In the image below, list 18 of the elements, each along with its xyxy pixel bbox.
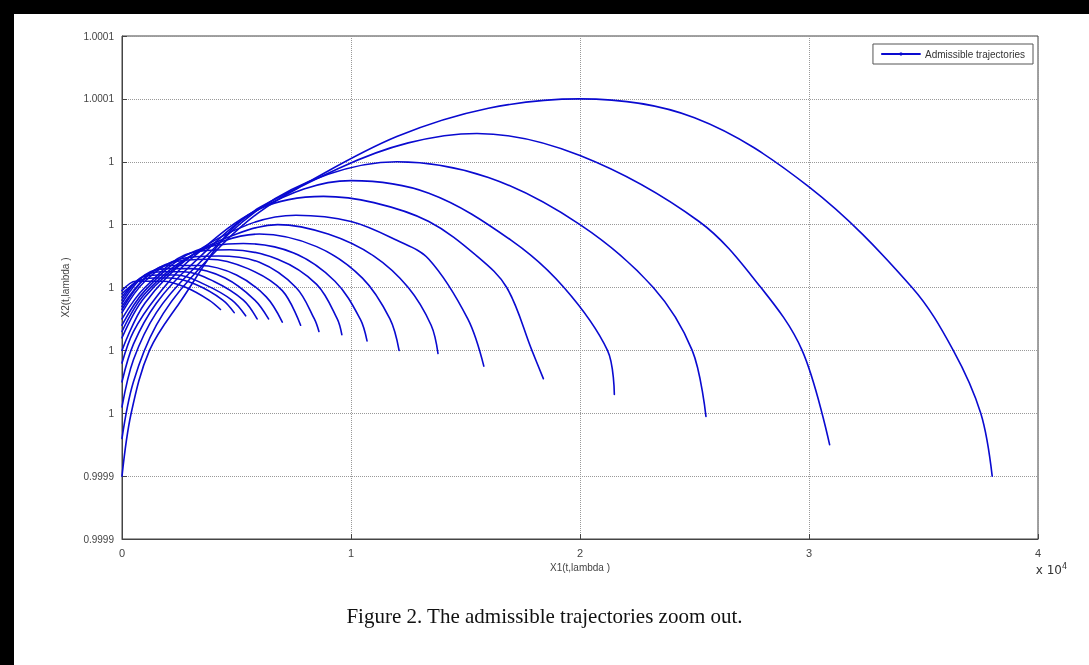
y-tick-label: 0.9999 (83, 470, 115, 482)
y-tick-label: 1 (108, 156, 115, 168)
y-tick-label: 1 (108, 282, 115, 293)
x-axis-title: X1(t,lambda ) (549, 562, 611, 574)
y-tick-label: 1 (108, 407, 115, 419)
y-tick-label: 1.0001 (83, 30, 115, 42)
x-tick-label: 0 (118, 546, 126, 559)
legend-label: Admissible trajectories (924, 48, 1026, 60)
y-tick-label: 1.0001 (83, 93, 115, 105)
y-tick-label: 1 (108, 219, 115, 231)
x-tick-label: 4 (1034, 546, 1042, 559)
x-tick-label: 2 (576, 546, 584, 559)
x-tick-label: 1 (347, 546, 355, 559)
y-tick-label: 1 (108, 344, 115, 356)
text: Figure 2. The admissible trajectories zoom out. (346, 603, 743, 628)
y-tick-label: 0.9999 (83, 533, 115, 545)
y-axis-title: X2(t,lambda ) (59, 257, 71, 318)
x-tick-label: 3 (805, 546, 813, 559)
